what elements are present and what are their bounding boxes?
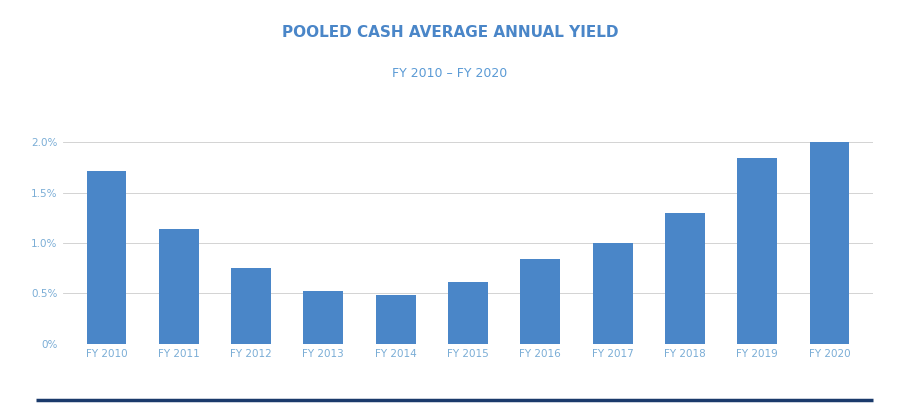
Bar	[810, 142, 850, 344]
Bar	[737, 158, 778, 344]
Bar	[593, 243, 633, 344]
Bar	[303, 291, 343, 344]
Text: FY 2010 – FY 2020: FY 2010 – FY 2020	[392, 67, 508, 80]
Bar	[158, 229, 199, 344]
Bar	[231, 268, 271, 344]
Text: POOLED CASH AVERAGE ANNUAL YIELD: POOLED CASH AVERAGE ANNUAL YIELD	[282, 25, 618, 40]
Bar	[448, 282, 488, 344]
Bar	[86, 171, 126, 344]
Bar	[520, 259, 560, 344]
Bar	[665, 213, 705, 344]
Bar	[376, 295, 416, 344]
